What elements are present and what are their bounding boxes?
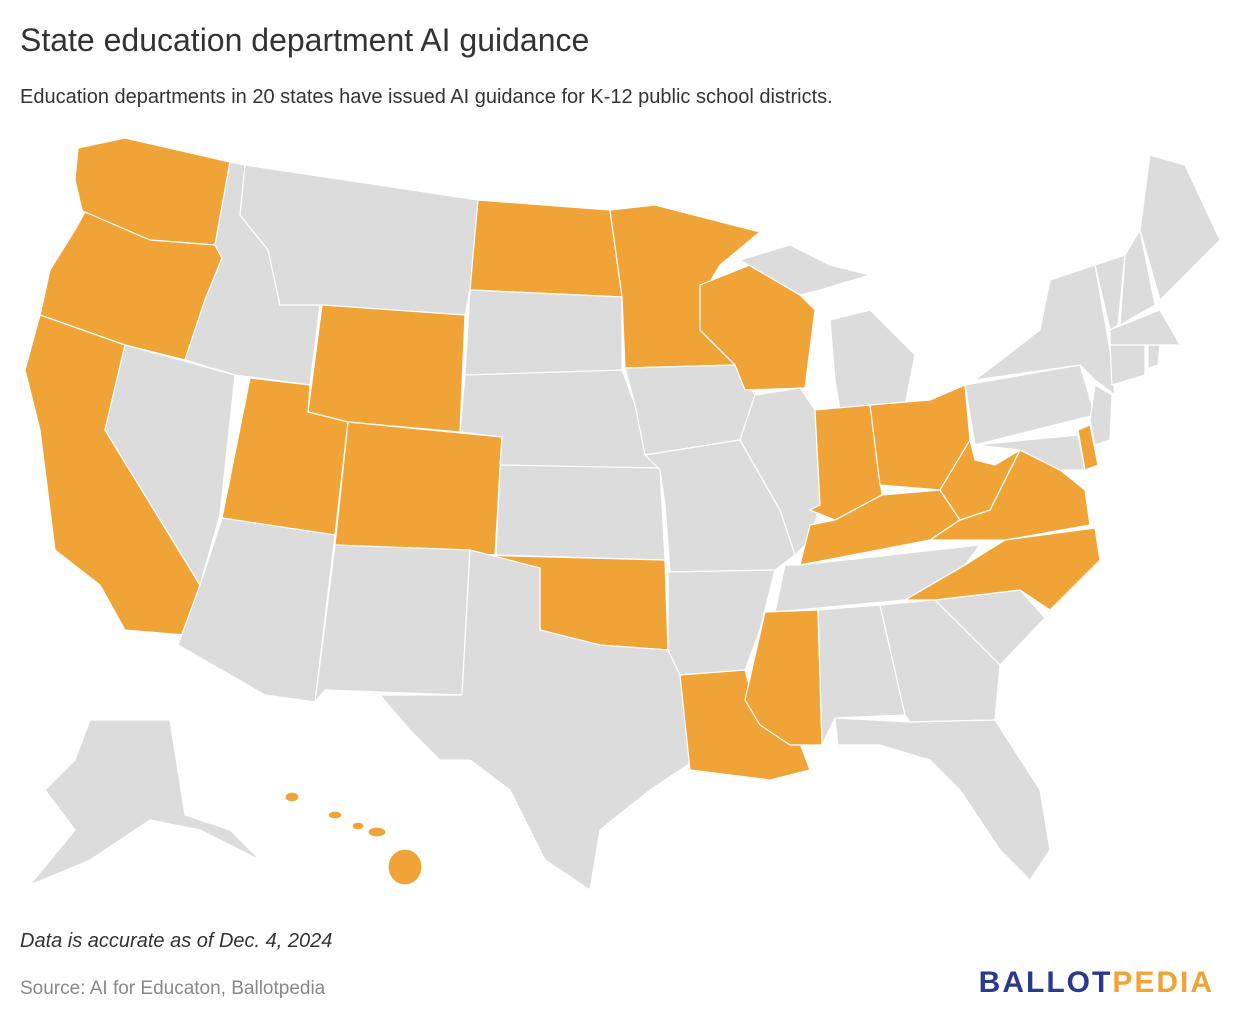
- logo-part: BALLOT: [978, 966, 1113, 999]
- state: [387, 848, 423, 886]
- state: [1109, 309, 1182, 346]
- logo: BALLOTPEDIA: [979, 966, 1214, 1000]
- title: State education department AI guidance: [20, 22, 590, 58]
- state: [1147, 344, 1161, 369]
- state: [307, 304, 466, 433]
- state: [469, 199, 623, 298]
- state: [1077, 424, 1099, 471]
- state: [314, 544, 471, 704]
- state: [1089, 384, 1113, 446]
- state: [902, 527, 1101, 611]
- subtitle: Education departments in 20 states have …: [20, 86, 833, 108]
- state: [939, 438, 1022, 521]
- state: [974, 434, 1086, 471]
- state: [495, 464, 666, 561]
- logo-part: PEDIA: [1112, 966, 1214, 999]
- state: [817, 604, 906, 746]
- state: [1109, 344, 1146, 386]
- state: [834, 717, 1051, 881]
- state: [1139, 154, 1221, 302]
- state: [1119, 228, 1156, 327]
- state: [738, 244, 873, 296]
- state: [327, 810, 343, 820]
- state: [334, 421, 503, 556]
- state: [284, 791, 300, 803]
- state: [29, 719, 261, 886]
- state: [829, 309, 916, 411]
- state: [351, 821, 365, 831]
- state: [679, 669, 811, 781]
- state: [1094, 254, 1126, 331]
- state: [378, 549, 696, 892]
- state: [177, 517, 336, 703]
- state: [367, 826, 387, 838]
- source: Source: AI for Educaton, Ballotpedia: [20, 978, 326, 999]
- note: Data is accurate as of Dec. 4, 2024: [20, 930, 333, 952]
- us-map: [24, 137, 1221, 892]
